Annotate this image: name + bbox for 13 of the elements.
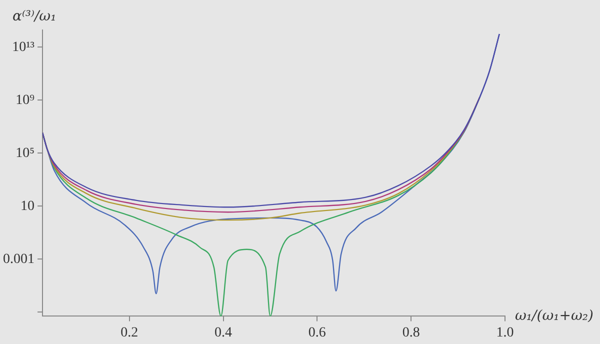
x-tick-label: 0.4 xyxy=(214,325,232,340)
x-tick-label: 0.6 xyxy=(308,325,326,340)
y-tick-label: 10⁹ xyxy=(16,92,35,108)
y-tick-label: 0.001 xyxy=(3,252,34,267)
x-tick-label: 1.0 xyxy=(496,325,514,340)
y-tick-label: 10⁵ xyxy=(16,146,35,161)
y-tick-label: 10¹³ xyxy=(12,40,34,55)
x-axis-title: ω₁/(ω₁+ω₂) xyxy=(515,308,594,324)
x-tick-label: 0.2 xyxy=(120,325,138,340)
y-tick-label: 10 xyxy=(20,198,34,214)
y-axis-title: α⁽³⁾/ω₁ xyxy=(12,8,56,25)
line-series xyxy=(42,33,500,208)
x-tick-label: 0.8 xyxy=(402,325,420,340)
